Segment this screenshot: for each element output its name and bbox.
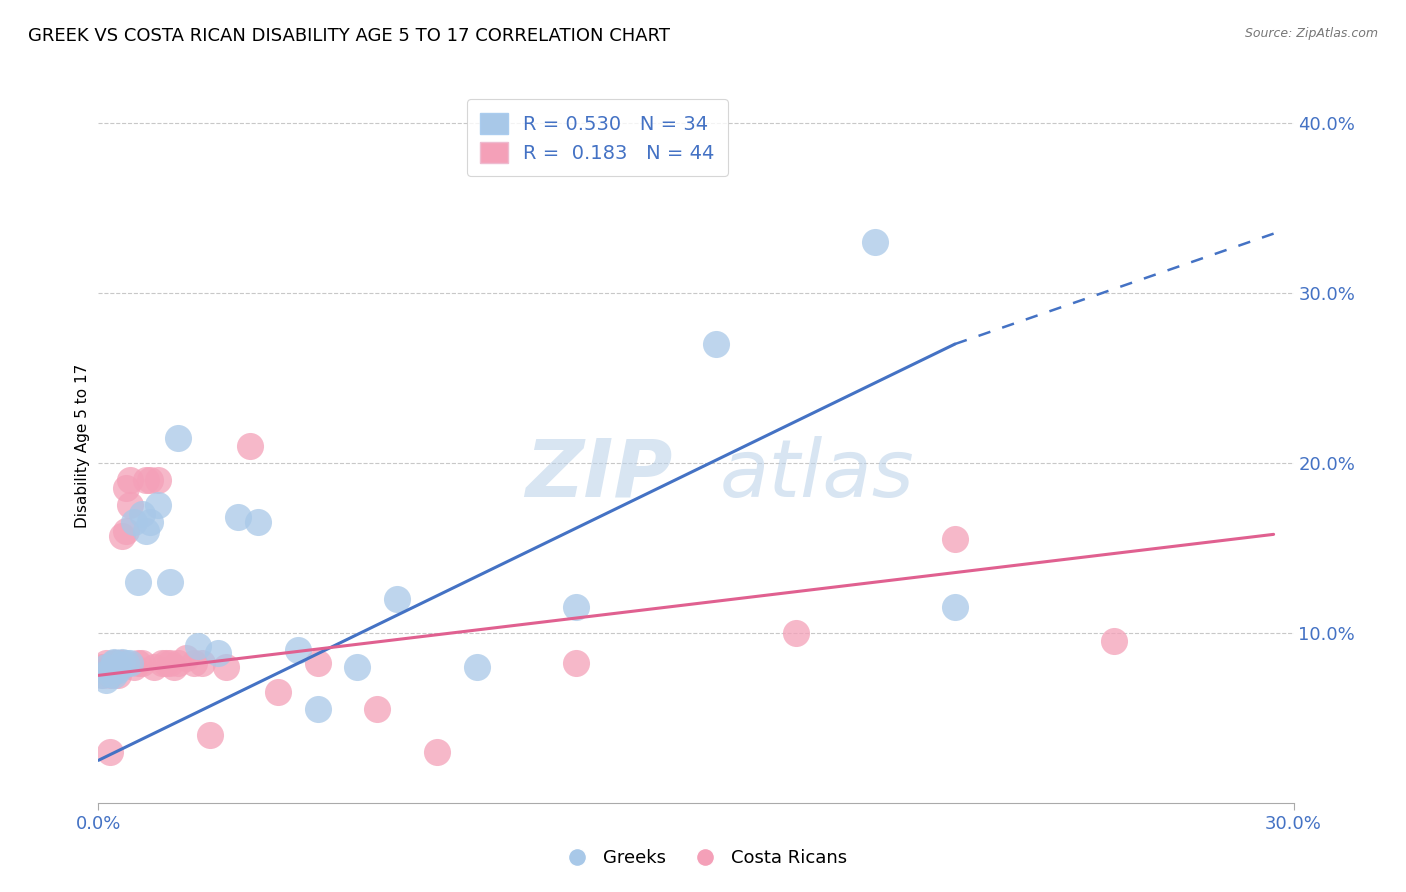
Legend: R = 0.530   N = 34, R =  0.183   N = 44: R = 0.530 N = 34, R = 0.183 N = 44 bbox=[467, 99, 728, 177]
Point bbox=[127, 574, 149, 589]
Point bbox=[100, 666, 122, 681]
Point bbox=[115, 524, 138, 538]
Point bbox=[366, 702, 388, 716]
Point bbox=[120, 473, 142, 487]
Point bbox=[704, 337, 727, 351]
Text: Source: ZipAtlas.com: Source: ZipAtlas.com bbox=[1244, 27, 1378, 40]
Point bbox=[143, 660, 166, 674]
Point bbox=[111, 529, 134, 543]
Point bbox=[96, 673, 118, 688]
Point bbox=[115, 482, 138, 496]
Point bbox=[107, 660, 129, 674]
Point bbox=[174, 651, 197, 665]
Point bbox=[103, 663, 125, 677]
Point bbox=[91, 668, 114, 682]
Point bbox=[565, 600, 588, 615]
Point bbox=[124, 516, 146, 530]
Point bbox=[785, 626, 807, 640]
Point bbox=[91, 668, 114, 682]
Point bbox=[100, 668, 122, 682]
Point bbox=[107, 660, 129, 674]
Point bbox=[135, 473, 157, 487]
Point bbox=[148, 499, 170, 513]
Point bbox=[246, 516, 269, 530]
Point bbox=[103, 657, 125, 671]
Point bbox=[127, 657, 149, 671]
Point bbox=[100, 663, 122, 677]
Point bbox=[215, 660, 238, 674]
Point bbox=[287, 643, 309, 657]
Point bbox=[385, 591, 409, 606]
Point bbox=[124, 660, 146, 674]
Point bbox=[159, 574, 181, 589]
Point bbox=[239, 439, 262, 453]
Point bbox=[107, 663, 129, 677]
Y-axis label: Disability Age 5 to 17: Disability Age 5 to 17 bbox=[75, 364, 90, 528]
Point bbox=[131, 507, 153, 521]
Point bbox=[135, 524, 157, 538]
Point bbox=[267, 685, 290, 699]
Point bbox=[139, 516, 162, 530]
Point bbox=[943, 600, 966, 615]
Point bbox=[107, 668, 129, 682]
Point bbox=[111, 657, 134, 671]
Point bbox=[307, 702, 329, 716]
Point bbox=[191, 657, 214, 671]
Point bbox=[426, 745, 449, 759]
Point bbox=[307, 657, 329, 671]
Point bbox=[100, 660, 122, 674]
Point bbox=[167, 430, 190, 444]
Text: ZIP: ZIP bbox=[524, 435, 672, 514]
Point bbox=[96, 657, 118, 671]
Point bbox=[226, 510, 249, 524]
Point bbox=[148, 473, 170, 487]
Point bbox=[120, 499, 142, 513]
Text: atlas: atlas bbox=[720, 435, 915, 514]
Point bbox=[465, 660, 488, 674]
Point bbox=[150, 657, 173, 671]
Point bbox=[96, 660, 118, 674]
Point bbox=[100, 745, 122, 759]
Point bbox=[111, 655, 134, 669]
Point bbox=[167, 657, 190, 671]
Point bbox=[198, 728, 221, 742]
Point bbox=[91, 660, 114, 674]
Point bbox=[155, 657, 177, 671]
Point bbox=[131, 657, 153, 671]
Point bbox=[115, 657, 138, 671]
Point bbox=[163, 660, 186, 674]
Point bbox=[863, 235, 887, 249]
Point bbox=[183, 657, 205, 671]
Point bbox=[103, 668, 125, 682]
Point bbox=[346, 660, 368, 674]
Point bbox=[107, 657, 129, 671]
Point bbox=[159, 657, 181, 671]
Point bbox=[207, 646, 229, 660]
Point bbox=[943, 533, 966, 547]
Text: GREEK VS COSTA RICAN DISABILITY AGE 5 TO 17 CORRELATION CHART: GREEK VS COSTA RICAN DISABILITY AGE 5 TO… bbox=[28, 27, 671, 45]
Legend: Greeks, Costa Ricans: Greeks, Costa Ricans bbox=[553, 842, 853, 874]
Point bbox=[139, 473, 162, 487]
Point bbox=[96, 663, 118, 677]
Point bbox=[103, 655, 125, 669]
Point bbox=[187, 640, 209, 654]
Point bbox=[103, 657, 125, 671]
Point bbox=[565, 657, 588, 671]
Point bbox=[1102, 634, 1125, 648]
Point bbox=[120, 657, 142, 671]
